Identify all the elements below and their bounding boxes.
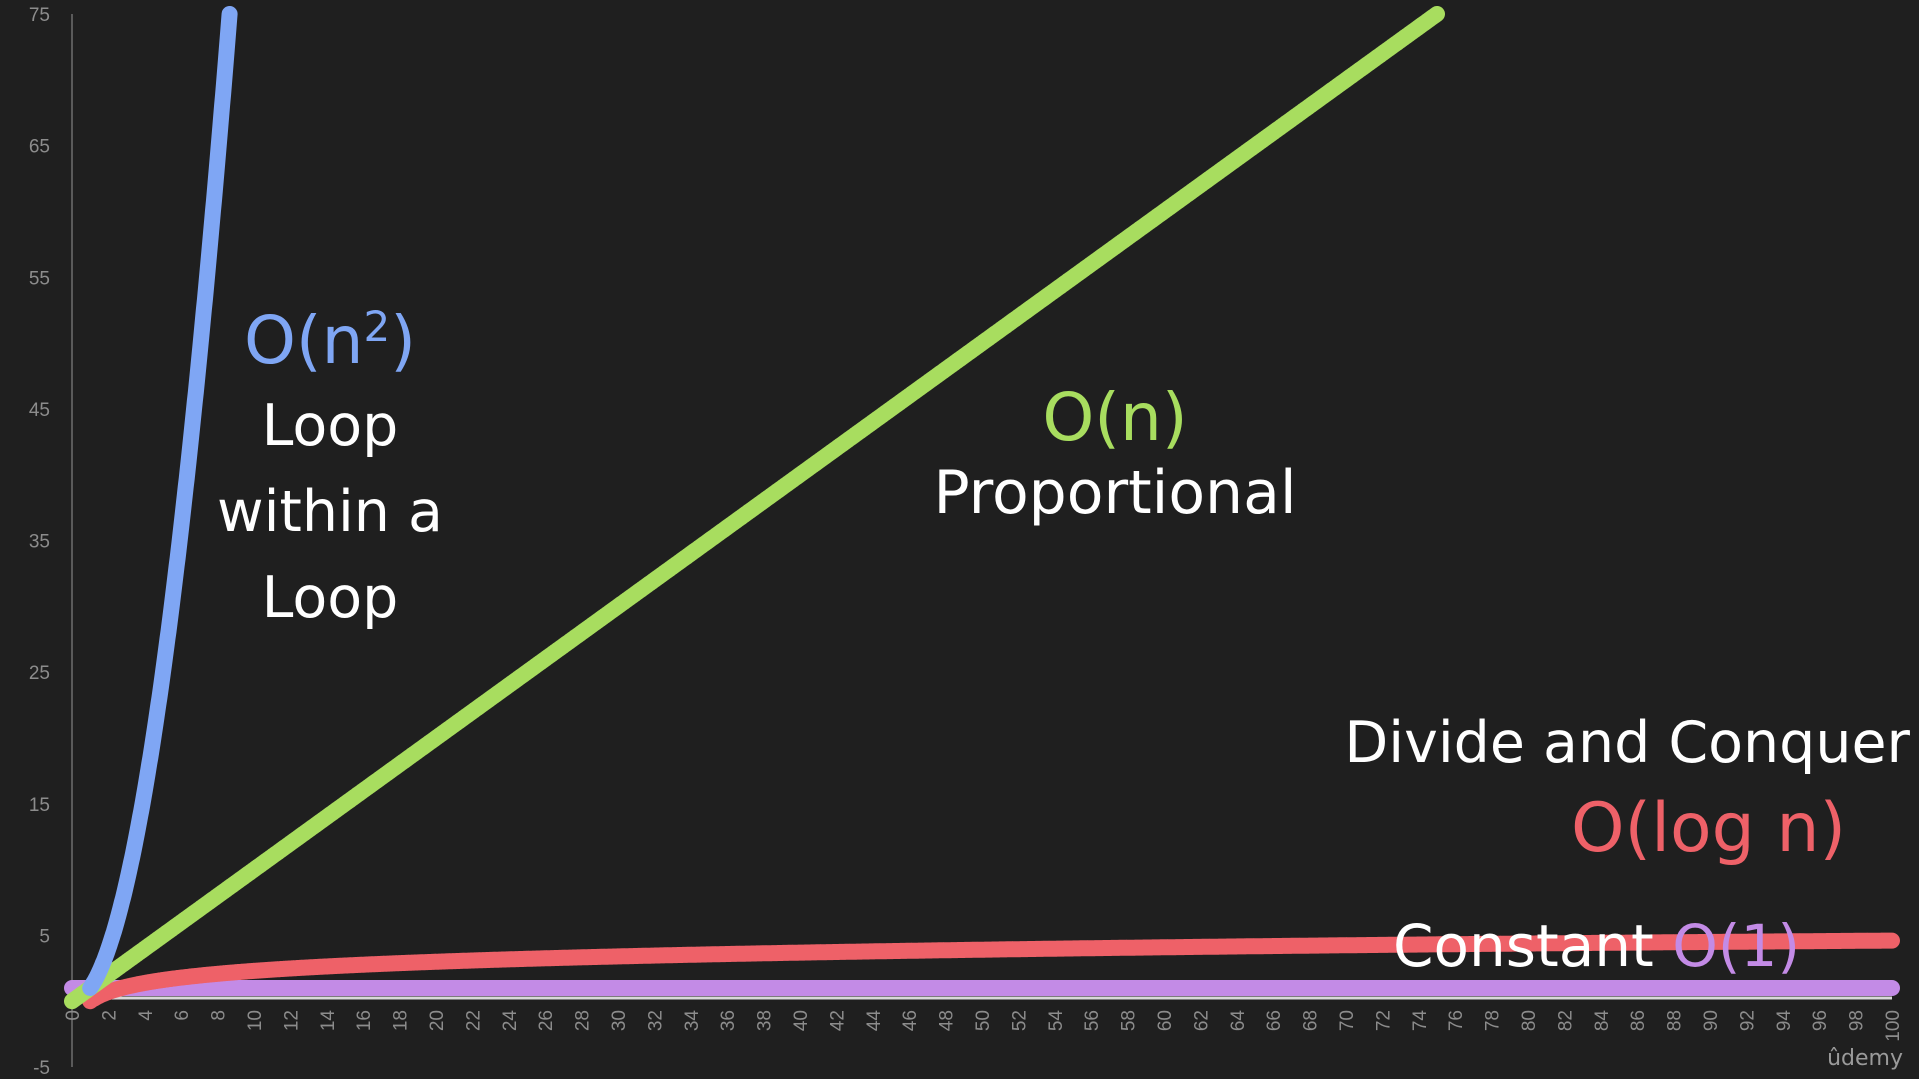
- x-tick-label: 52: [1009, 1010, 1030, 1031]
- x-tick-labels: 0 2 4 6 8 10 12 14 16 18 20 22 24 26 28 30 32 34 36 38 40 42 4…: [63, 1010, 1904, 1042]
- x-tick-label: 64: [1228, 1010, 1249, 1032]
- x-tick-label: 80: [1519, 1010, 1540, 1031]
- series-line-n: [64, 6, 1445, 1010]
- y-tick-label: 25: [29, 663, 50, 684]
- x-tick-label: 26: [536, 1010, 557, 1031]
- x-tick-label: 92: [1737, 1010, 1758, 1031]
- series-line-lnn: [82, 932, 1900, 1010]
- x-tick-label: 36: [718, 1010, 739, 1031]
- constant-desc: Constant: [1393, 912, 1673, 980]
- x-tick-label: 20: [427, 1010, 448, 1031]
- y-tick-label: -5: [33, 1058, 50, 1079]
- annotation-logarithmic: Divide and Conquer O(log n): [1290, 700, 1910, 871]
- x-tick-label: 28: [573, 1010, 594, 1031]
- constant-label: O(1): [1672, 912, 1800, 980]
- x-tick-label: 78: [1483, 1010, 1504, 1031]
- axes: [71, 14, 1892, 1067]
- y-tick-label: 55: [29, 268, 50, 289]
- x-tick-label: 42: [827, 1010, 848, 1031]
- x-tick-label: 22: [463, 1010, 484, 1031]
- x-tick-label: 18: [391, 1010, 412, 1031]
- x-tick-label: 76: [1446, 1010, 1467, 1031]
- logarithmic-label: O(log n): [1571, 789, 1846, 868]
- quadratic-desc-line-3: Loop: [261, 564, 399, 631]
- quadratic-desc-line-2: within a: [217, 478, 443, 545]
- x-tick-label: 94: [1774, 1010, 1795, 1032]
- x-tick-label: 96: [1810, 1010, 1831, 1031]
- x-tick-label: 4: [136, 1010, 157, 1021]
- x-tick-label: 56: [1082, 1010, 1103, 1031]
- x-tick-label: 74: [1410, 1010, 1431, 1032]
- x-tick-label: 84: [1592, 1010, 1613, 1032]
- x-tick-label: 8: [209, 1010, 230, 1021]
- x-tick-label: 10: [245, 1010, 266, 1031]
- x-tick-label: 12: [281, 1010, 302, 1031]
- y-tick-label: 5: [39, 926, 50, 947]
- x-tick-label: 62: [1191, 1010, 1212, 1031]
- x-tick-label: 60: [1155, 1010, 1176, 1031]
- linear-desc: Proportional: [933, 458, 1297, 529]
- linear-label: O(n): [1042, 379, 1188, 456]
- series-line-n2: [82, 6, 238, 996]
- x-tick-label: 2: [99, 1010, 120, 1021]
- x-tick-label: 44: [864, 1010, 885, 1032]
- x-tick-label: 72: [1373, 1010, 1394, 1031]
- x-tick-label: 50: [973, 1010, 994, 1031]
- logarithmic-desc: Divide and Conquer: [1344, 710, 1910, 776]
- x-tick-label: 68: [1301, 1010, 1322, 1031]
- quadratic-desc-line-1: Loop: [261, 392, 399, 459]
- x-tick-label: 90: [1701, 1010, 1722, 1031]
- y-tick-label: 15: [29, 795, 50, 816]
- x-tick-label: 46: [900, 1010, 921, 1031]
- x-tick-label: 58: [1119, 1010, 1140, 1031]
- annotation-constant: Constant O(1): [1380, 912, 1800, 982]
- udemy-logo: ûdemy: [1827, 1046, 1903, 1071]
- y-tick-labels: 75 65 55 45 35 25 15 5 -5: [29, 5, 50, 1079]
- x-tick-label: 98: [1847, 1010, 1868, 1031]
- x-tick-label: 32: [645, 1010, 666, 1031]
- x-tick-label: 48: [937, 1010, 958, 1031]
- y-tick-label: 65: [29, 137, 50, 158]
- annotation-linear: O(n) Proportional: [865, 378, 1365, 529]
- x-tick-label: 40: [791, 1010, 812, 1031]
- x-tick-label: 88: [1665, 1010, 1686, 1031]
- x-tick-label: 66: [1264, 1010, 1285, 1031]
- x-tick-label: 100: [1883, 1010, 1904, 1042]
- x-tick-label: 0: [63, 1010, 84, 1021]
- x-tick-label: 54: [1046, 1010, 1067, 1032]
- quadratic-label: O(n2): [243, 302, 416, 379]
- x-tick-label: 70: [1337, 1010, 1358, 1031]
- x-tick-label: 16: [354, 1010, 375, 1031]
- y-tick-label: 35: [29, 532, 50, 553]
- x-tick-label: 38: [755, 1010, 776, 1031]
- x-tick-label: 82: [1555, 1010, 1576, 1031]
- x-tick-label: 14: [318, 1010, 339, 1032]
- y-tick-label: 45: [29, 400, 50, 421]
- x-tick-label: 6: [172, 1010, 193, 1021]
- x-tick-label: 34: [682, 1010, 703, 1032]
- x-tick-label: 24: [500, 1010, 521, 1032]
- annotation-quadratic: O(n2) Loop within a Loop: [200, 300, 460, 641]
- x-tick-label: 86: [1628, 1010, 1649, 1031]
- series-lines: [64, 6, 1900, 1010]
- x-tick-label: 30: [609, 1010, 630, 1031]
- y-tick-label: 75: [29, 5, 50, 26]
